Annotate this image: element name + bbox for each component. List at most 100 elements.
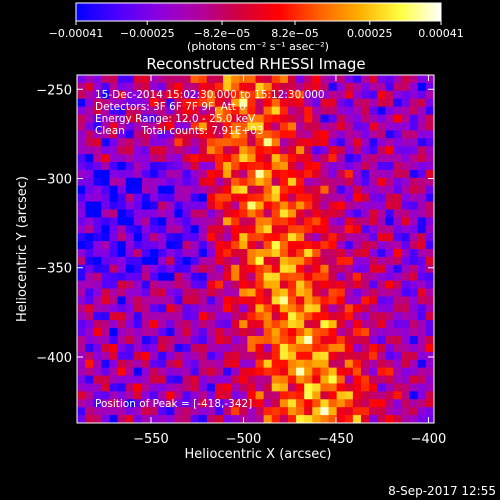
heatmap-cell: [223, 375, 232, 385]
heatmap-cell: [360, 391, 370, 400]
heatmap-cell: [287, 154, 297, 163]
heatmap-cell: [377, 351, 386, 361]
heatmap-cell: [214, 90, 224, 100]
heatmap-cell: [182, 98, 192, 108]
heatmap-cell: [425, 154, 434, 163]
heatmap-cell: [344, 82, 354, 92]
heatmap-cell: [409, 312, 419, 321]
colorbar-gradient: [75, 2, 442, 22]
heatmap-cell: [401, 241, 411, 250]
heatmap-cell: [328, 201, 338, 211]
heatmap-cell: [393, 375, 403, 385]
heatmap-cell: [214, 280, 224, 290]
heatmap-cell: [133, 407, 143, 416]
heatmap-cell: [133, 320, 143, 329]
heatmap-cell: [360, 98, 370, 108]
heatmap-cell: [425, 272, 434, 282]
heatmap-cell: [125, 336, 135, 345]
heatmap-cell: [312, 225, 322, 234]
heatmap-cell: [425, 225, 434, 234]
heatmap-cell: [133, 288, 143, 298]
heatmap-cell: [109, 233, 119, 242]
heatmap-cell: [125, 169, 135, 179]
heatmap-cell: [223, 304, 232, 313]
heatmap-cell: [393, 169, 403, 179]
heatmap-cell: [85, 328, 94, 337]
footer-timestamp: 8-Sep-2017 12:55: [388, 484, 496, 498]
heatmap-cell: [214, 320, 224, 329]
heatmap-cell: [101, 154, 111, 163]
heatmap-cell: [417, 249, 427, 258]
heatmap-cell: [101, 407, 111, 416]
heatmap-cell: [231, 217, 240, 226]
heatmap-cell: [93, 359, 102, 369]
heatmap-cell: [109, 122, 119, 131]
heatmap-cell: [85, 114, 94, 124]
heatmap-cell: [190, 415, 200, 423]
heatmap-cell: [166, 162, 175, 171]
heatmap-cell: [271, 264, 281, 274]
heatmap-cell: [393, 304, 403, 313]
heatmap-cell: [133, 217, 143, 226]
heatmap-cell: [409, 336, 419, 345]
heatmap-cell: [93, 312, 102, 321]
heatmap-cell: [247, 288, 257, 298]
heatmap-cell: [369, 82, 378, 92]
heatmap-cell: [239, 391, 248, 400]
heatmap-cell: [385, 367, 395, 377]
heatmap-cell: [304, 359, 313, 369]
heatmap-cell: [231, 130, 240, 139]
heatmap-cell: [85, 288, 94, 298]
heatmap-cell: [182, 154, 192, 163]
heatmap-cell: [166, 415, 175, 423]
heatmap-cell: [352, 162, 362, 171]
heatmap-cell: [263, 272, 273, 282]
heatmap-cell: [247, 233, 257, 242]
heatmap-cell: [158, 193, 167, 203]
heatmap-cell: [101, 312, 111, 321]
heatmap-cell: [198, 304, 208, 313]
heatmap-cell: [312, 407, 322, 416]
heatmap-cell: [158, 383, 167, 392]
heatmap-cell: [133, 312, 143, 321]
heatmap-cell: [174, 162, 184, 171]
heatmap-cell: [125, 383, 135, 392]
heatmap-cell: [344, 336, 354, 345]
heatmap-cell: [409, 415, 419, 423]
heatmap-cell: [287, 264, 297, 274]
heatmap-cell: [255, 75, 265, 84]
heatmap-cell: [125, 304, 135, 313]
heatmap-cell: [255, 343, 265, 353]
heatmap-cell: [320, 193, 330, 203]
heatmap-cell: [93, 383, 102, 392]
heatmap-cell: [352, 328, 362, 337]
heatmap-cell: [360, 106, 370, 116]
heatmap-cell: [377, 193, 386, 203]
heatmap-cell: [263, 328, 273, 337]
heatmap-cell: [401, 320, 411, 329]
heatmap-cell: [158, 138, 167, 147]
heatmap-cell: [109, 146, 119, 155]
heatmap-cell: [166, 98, 175, 108]
heatmap-cell: [150, 90, 159, 100]
heatmap-cell: [214, 225, 224, 234]
heatmap-cell: [231, 90, 240, 100]
heatmap-cell: [385, 241, 395, 250]
heatmap-cell: [255, 296, 265, 305]
heatmap-cell: [255, 138, 265, 147]
heatmap-cell: [271, 193, 281, 203]
heatmap-cell: [109, 162, 119, 171]
heatmap-cell: [425, 75, 434, 84]
heatmap-cell: [360, 375, 370, 385]
heatmap-cell: [133, 249, 143, 258]
heatmap-cell: [93, 233, 102, 242]
heatmap-cell: [198, 296, 208, 305]
heatmap-cell: [352, 201, 362, 211]
heatmap-cell: [206, 383, 216, 392]
heatmap-cell: [166, 264, 175, 274]
heatmap-cell: [206, 343, 216, 353]
heatmap-cell: [206, 304, 216, 313]
heatmap-cell: [190, 90, 200, 100]
heatmap-cell: [141, 296, 151, 305]
heatmap-cell: [352, 391, 362, 400]
